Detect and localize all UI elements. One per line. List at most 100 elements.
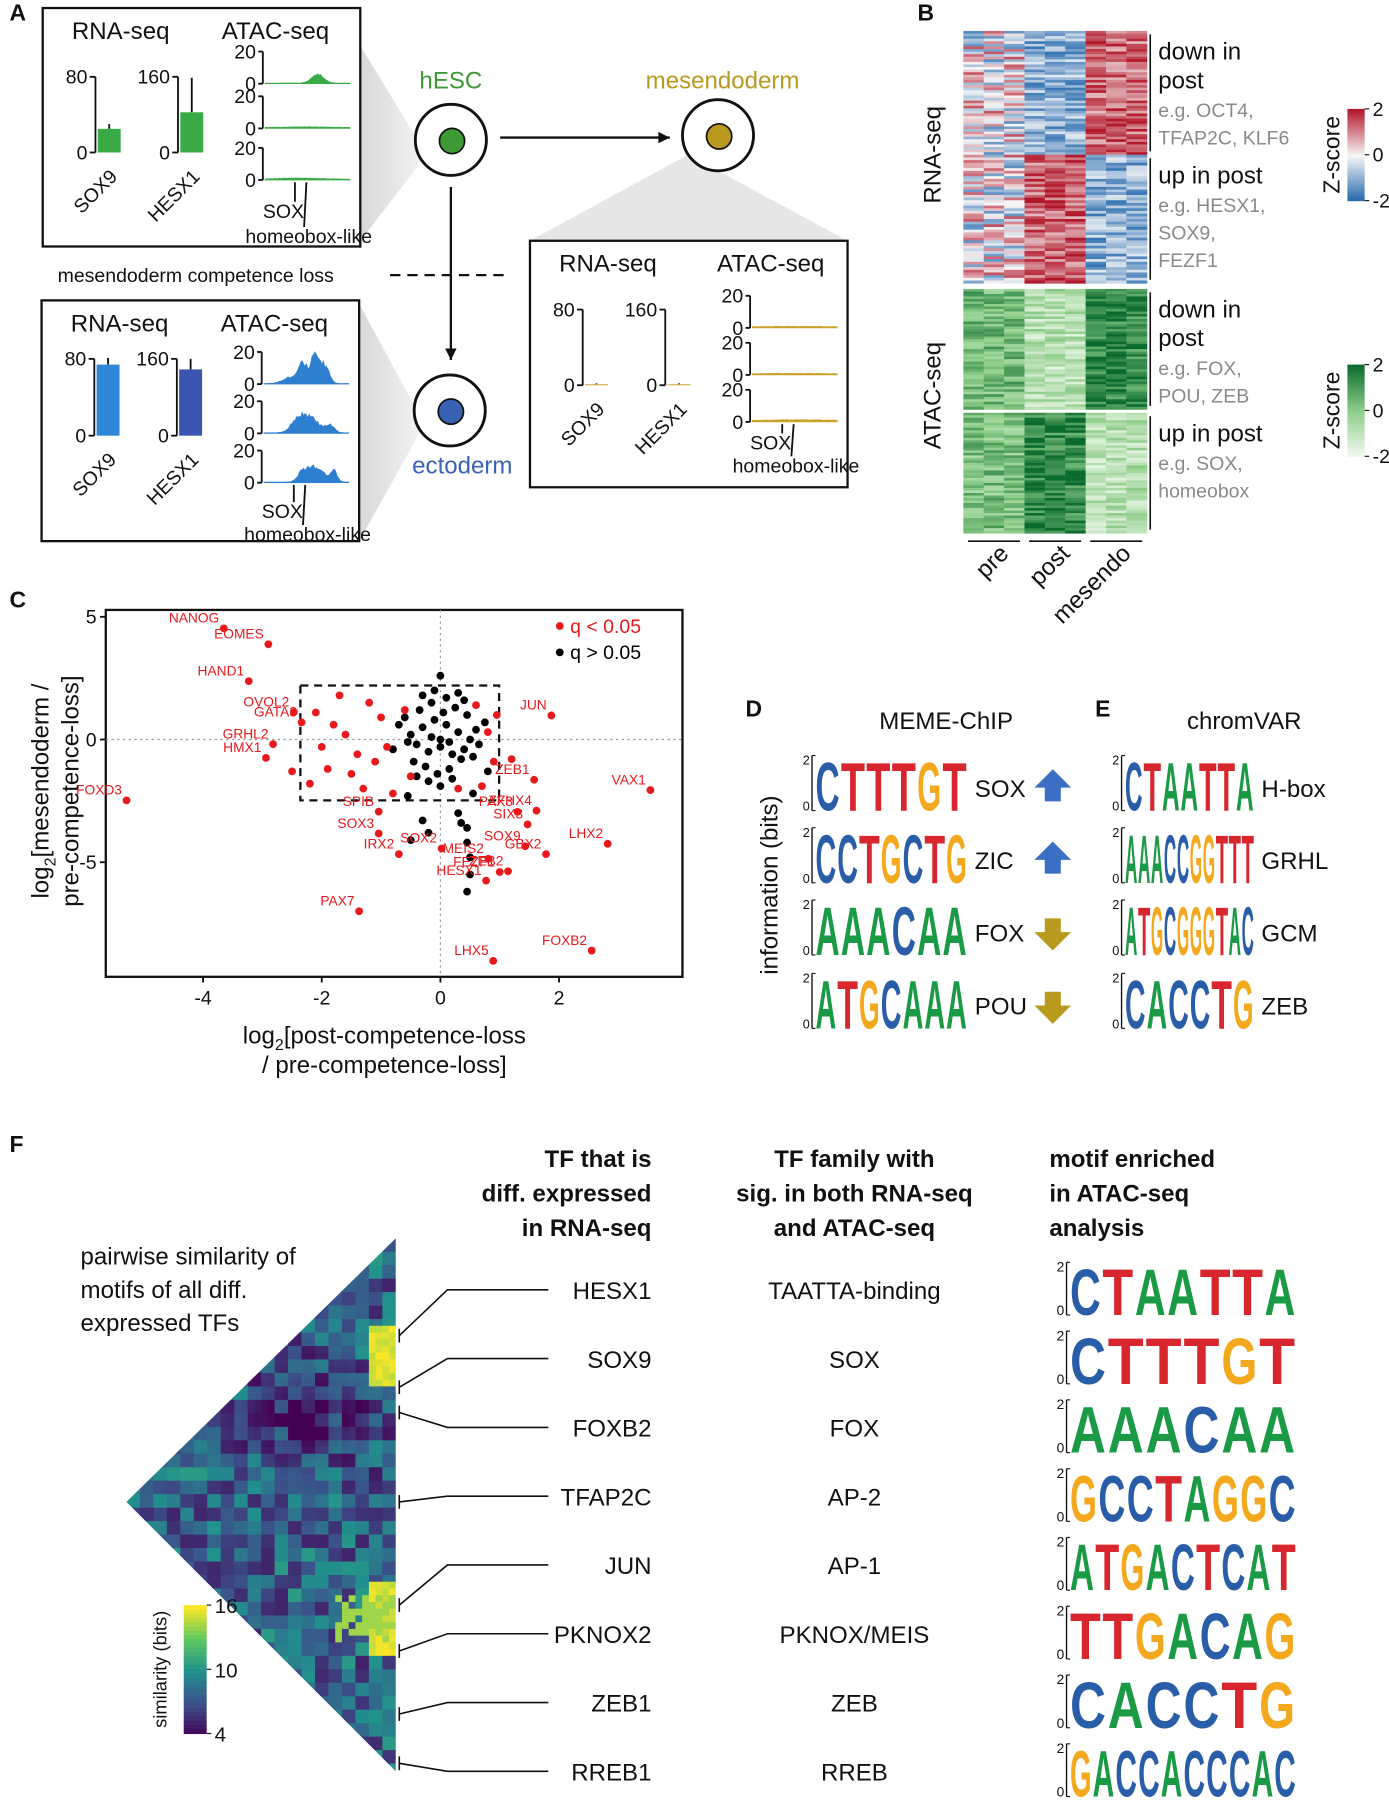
- similarity-cell: [193, 1541, 201, 1549]
- similarity-cell: [267, 1379, 275, 1387]
- similarity-cell: [341, 1386, 350, 1394]
- heatmap-cell: [963, 437, 985, 441]
- similarity-cell: [139, 1399, 147, 1407]
- similarity-cell: [146, 1339, 154, 1347]
- similarity-cell: [234, 1339, 242, 1347]
- heatmap-cell: [1065, 173, 1087, 177]
- similarity-cell: [261, 1709, 269, 1717]
- heatmap-cell: [1126, 64, 1148, 68]
- point-label: ZEB2: [469, 854, 503, 869]
- heatmap-cell: [1106, 67, 1127, 71]
- similarity-cell: [146, 1554, 154, 1562]
- similarity-cell: [126, 1588, 134, 1596]
- heatmap-cell: [963, 291, 985, 295]
- logo-letter: G: [1203, 821, 1215, 898]
- heatmap-cell: [963, 272, 985, 276]
- similarity-cell: [139, 1561, 147, 1569]
- panel-title: chromVAR: [1187, 708, 1302, 735]
- similarity-cell: [180, 1460, 188, 1468]
- similarity-cell: [281, 1622, 289, 1630]
- heatmap-cell: [1004, 341, 1025, 345]
- similarity-cell: [335, 1662, 343, 1670]
- heatmap-cell: [1065, 339, 1087, 343]
- similarity-cell: [247, 1669, 255, 1677]
- similarity-cell: [321, 1527, 329, 1535]
- similarity-cell: [288, 1413, 296, 1421]
- logo-tick-label: 2: [1112, 898, 1119, 912]
- heatmap-cell: [1065, 77, 1087, 81]
- similarity-cell: [234, 1494, 242, 1502]
- heatmap-cell: [1126, 267, 1148, 271]
- similarity-cell: [153, 1440, 161, 1448]
- heatmap-cell: [1024, 123, 1046, 127]
- point: [463, 711, 471, 719]
- similarity-cell: [261, 1433, 269, 1441]
- heatmap-cell: [1085, 210, 1107, 215]
- similarity-cell: [274, 1662, 282, 1670]
- similarity-cell: [180, 1420, 188, 1428]
- heatmap-cell: [983, 213, 1005, 217]
- similarity-cell: [288, 1447, 296, 1455]
- logo-letter: T: [1216, 821, 1228, 898]
- similarity-cell: [301, 1622, 309, 1630]
- heatmap-cell: [1024, 139, 1046, 143]
- heatmap-cell: [1065, 121, 1087, 125]
- similarity-cell: [321, 1568, 329, 1576]
- similarity-cell: [207, 1507, 215, 1515]
- similarity-cell: [173, 1399, 181, 1407]
- similarity-cell: [173, 1467, 181, 1475]
- heatmap-cell: [1085, 144, 1107, 148]
- similarity-cell: [207, 1433, 215, 1441]
- heatmap-cell: [1126, 321, 1148, 325]
- similarity-cell: [247, 1298, 255, 1306]
- heatmap-cell: [1004, 351, 1025, 355]
- similarity-cell: [139, 1581, 147, 1589]
- heatmap-cell: [1065, 152, 1087, 156]
- similarity-cell: [341, 1339, 350, 1347]
- point: [311, 708, 320, 717]
- heatmap-cell: [1085, 498, 1107, 501]
- similarity-cell: [166, 1743, 174, 1751]
- heatmap-cell: [963, 445, 985, 449]
- similarity-cell: [187, 1406, 195, 1414]
- heatmap-cell: [983, 72, 1005, 76]
- heatmap-cell: [1044, 160, 1066, 164]
- similarity-cell: [348, 1750, 356, 1758]
- similarity-cell: [301, 1514, 309, 1522]
- heatmap-cell: [1065, 503, 1087, 506]
- similarity-cell: [193, 1339, 201, 1347]
- heatmap-cell: [1126, 49, 1148, 53]
- similarity-cell: [341, 1433, 350, 1441]
- heatmap-cell: [1085, 136, 1107, 140]
- similarity-cell: [166, 1561, 174, 1569]
- x-tick-label: -4: [194, 987, 211, 1009]
- similarity-cell: [234, 1716, 242, 1724]
- heatmap-cell: [983, 216, 1005, 220]
- heatmap-cell: [1004, 108, 1025, 112]
- similarity-cell: [308, 1702, 316, 1711]
- similarity-cell: [294, 1285, 302, 1293]
- similarity-cell: [213, 1433, 222, 1441]
- similarity-cell: [160, 1433, 168, 1441]
- heatmap-cell: [1044, 485, 1066, 489]
- similarity-cell: [126, 1339, 134, 1347]
- similarity-cell: [261, 1460, 269, 1468]
- point: [305, 779, 314, 788]
- heatmap-cell: [1004, 490, 1025, 494]
- similarity-cell: [240, 1770, 248, 1772]
- similarity-cell: [254, 1507, 262, 1515]
- similarity-cell: [207, 1399, 215, 1407]
- heatmap-cell: [1024, 108, 1046, 112]
- similarity-cell: [321, 1426, 329, 1434]
- axis-label-part: pre-competence-loss]: [57, 675, 84, 906]
- similarity-cell: [146, 1413, 154, 1421]
- similarity-cell: [328, 1622, 336, 1630]
- heatmap-cell: [963, 480, 985, 484]
- heatmap-cell: [1004, 43, 1025, 47]
- similarity-cell: [348, 1366, 356, 1374]
- colorbar-cell: [1347, 129, 1365, 133]
- heatmap-cell: [1065, 406, 1087, 410]
- similarity-cell: [139, 1467, 147, 1475]
- similarity-cell: [153, 1507, 161, 1515]
- heatmap-cell: [963, 462, 985, 466]
